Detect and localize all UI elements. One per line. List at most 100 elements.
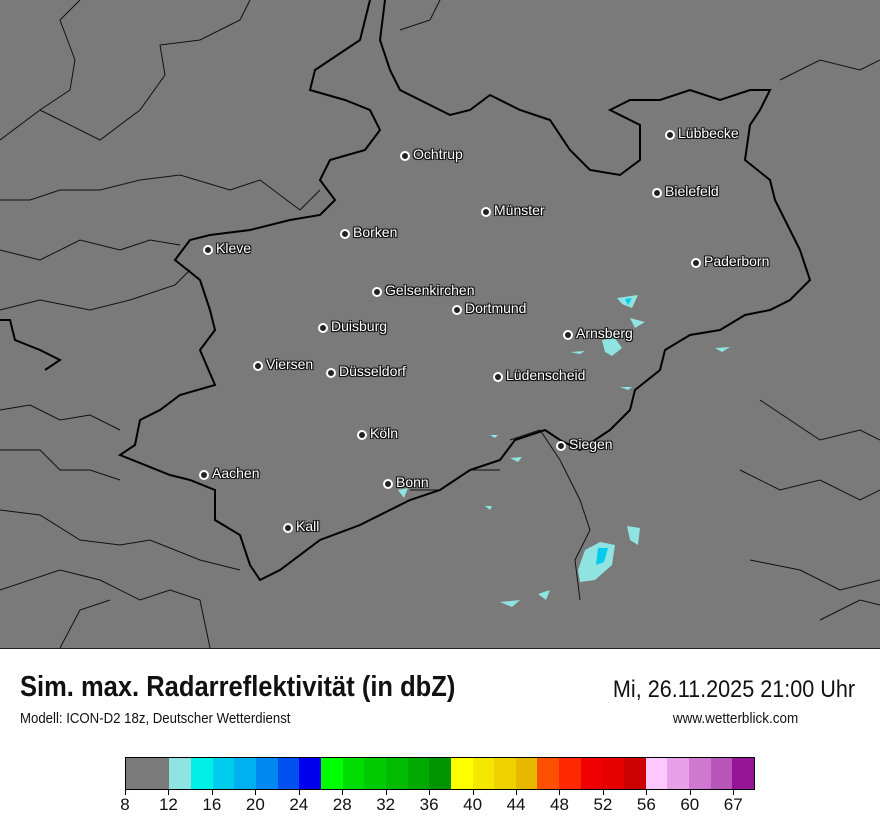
legend-swatch [624,758,646,789]
city-label: Dortmund [465,300,527,316]
legend-swatch [710,758,733,789]
city-dot-icon [493,372,503,382]
legend-swatch [234,758,256,789]
city-dot-icon [357,430,367,440]
legend-swatch [126,758,170,789]
legend-swatch [515,758,538,789]
city-dot-icon [665,130,675,140]
legend-tick [342,790,344,795]
legend-swatch [385,758,408,789]
city-dot-icon [372,287,382,297]
city-dot-icon [691,258,701,268]
legend-tick-label: 36 [419,795,439,814]
city-label: Kleve [216,240,252,256]
legend-swatch [450,758,473,789]
city-label: Aachen [212,465,260,481]
color-legend-ticks: 8 12 16 20 24 28 32 36 40 44 48 52 56 60 67 [0,790,880,830]
legend-tick [211,790,213,795]
city-dot-icon [383,479,393,489]
city-label: Lübbecke [678,125,739,141]
legend-swatch [602,758,625,789]
chart-title: Sim. max. Radarreflektivität (in dbZ) [20,671,456,703]
city-label: Viersen [266,356,314,372]
city-label: Köln [370,425,399,441]
city-label: Bonn [396,474,429,490]
city-dot-icon [203,245,213,255]
map-borders [0,0,880,648]
legend-swatch [689,758,711,789]
legend-tick-label: 20 [245,795,265,814]
legend-swatch [342,758,365,789]
legend-swatch [559,758,581,789]
city-dot-icon [326,368,336,378]
legend-swatch [190,758,213,789]
legend-tick [168,790,170,795]
city-label: Ochtrup [413,146,463,162]
legend-tick [298,790,300,795]
city-dot-icon [481,207,491,217]
legend-tick [646,790,648,795]
city-dot-icon [283,523,293,533]
radar-map: Lübbecke Ochtrup Bielefeld Münster Borke… [0,0,880,649]
legend-tick [602,790,604,795]
legend-swatch [472,758,495,789]
city-dot-icon [199,470,209,480]
city-dot-icon [318,323,328,333]
legend-tick-label: 67 [723,795,743,814]
city-label: Kall [296,518,320,534]
legend-swatch [364,758,386,789]
legend-swatch [255,758,278,789]
legend-tick [516,790,518,795]
legend-tick-label: 52 [593,795,613,814]
city-dot-icon [563,330,573,340]
legend-swatch [667,758,690,789]
legend-swatch [212,758,235,789]
legend-tick-label: 8 [120,795,130,814]
city-label: Düsseldorf [339,363,406,379]
legend-tick-label: 16 [202,795,222,814]
city-label: Paderborn [704,253,770,269]
legend-tick-label: 56 [636,795,656,814]
legend-tick-label: 40 [463,795,483,814]
legend-swatch [732,758,755,789]
city-dot-icon [452,305,462,315]
legend-tick [385,790,387,795]
legend-swatch [169,758,191,789]
city-label: Bielefeld [665,183,719,199]
city-dot-icon [253,361,263,371]
radar-echoes [398,295,730,607]
legend-swatch [429,758,451,789]
city-label: Borken [353,224,398,240]
city-label: Duisburg [331,318,388,334]
legend-tick-label: 24 [289,795,309,814]
city-label: Münster [494,202,545,218]
legend-tick [255,790,257,795]
website-credit: www.wetterblick.com [672,710,798,727]
legend-swatch [407,758,430,789]
legend-tick [733,790,735,795]
city-label: Lüdenscheid [506,367,586,383]
city-label: Gelsenkirchen [385,282,475,298]
legend-swatch [494,758,516,789]
legend-swatch [299,758,321,789]
legend-swatch [320,758,343,789]
legend-tick-label: 60 [680,795,700,814]
legend-tick [472,790,474,795]
city-dot-icon [652,188,662,198]
legend-tick-label: 44 [506,795,526,814]
legend-tick-label: 12 [158,795,178,814]
model-info: Modell: ICON-D2 18z, Deutscher Wetterdie… [20,710,291,727]
legend-swatch [645,758,668,789]
legend-tick [125,790,126,795]
legend-tick-label: 32 [376,795,396,814]
legend-swatch [580,758,603,789]
legend-swatch [277,758,300,789]
city-label: Arnsberg [576,325,633,341]
legend-swatch [537,758,560,789]
legend-tick [689,790,691,795]
forecast-datetime: Mi, 26.11.2025 21:00 Uhr [612,676,855,703]
legend-tick-label: 48 [550,795,569,814]
city-label: Siegen [569,436,613,452]
legend-tick [559,790,561,795]
city-dot-icon [340,229,350,239]
